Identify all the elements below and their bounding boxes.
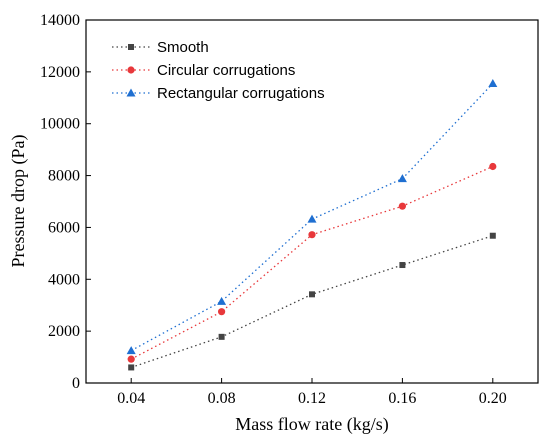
x-tick-label: 0.04 — [117, 390, 145, 407]
data-point — [126, 346, 136, 355]
y-tick-label: 4000 — [48, 271, 80, 288]
x-tick-label: 0.16 — [388, 390, 416, 407]
x-tick-label: 0.12 — [298, 390, 326, 407]
legend-marker — [126, 88, 136, 97]
series-square — [128, 232, 496, 371]
data-point — [218, 333, 225, 340]
legend: Smooth Circular corrugations Rectangular c… — [112, 39, 325, 102]
legend-label: Smooth — [157, 39, 209, 56]
x-tick-label: 0.20 — [479, 390, 507, 407]
data-point — [217, 296, 227, 305]
data-point — [397, 174, 407, 183]
data-point — [127, 355, 135, 363]
data-point — [309, 291, 315, 298]
data-point — [489, 162, 497, 171]
y-tick-label: 8000 — [48, 168, 80, 185]
data-point — [488, 79, 498, 88]
y-tick-label: 10000 — [40, 116, 80, 133]
series-layer — [126, 79, 498, 371]
series-triangle — [126, 79, 498, 355]
data-point — [399, 262, 406, 269]
data-point — [398, 202, 406, 210]
legend-label: Rectangular corrugations — [157, 85, 325, 102]
data-point — [128, 364, 135, 371]
y-axis-title: Pressure drop (Pa) — [8, 135, 29, 268]
series-line — [130, 235, 494, 369]
y-tick-label: 2000 — [48, 323, 80, 340]
legend-marker — [127, 66, 135, 74]
data-point — [307, 214, 317, 223]
y-tick-label: 12000 — [40, 64, 80, 81]
data-point — [489, 232, 496, 239]
legend-label: Circular corrugations — [157, 62, 295, 79]
x-tick-label: 0.08 — [208, 390, 236, 407]
series-line — [130, 165, 494, 360]
y-tick-label: 6000 — [48, 219, 80, 236]
legend-marker — [128, 44, 134, 50]
series-circle — [127, 162, 497, 363]
y-tick-label: 14000 — [40, 12, 80, 29]
x-axis-title: Mass flow rate (kg/s) — [235, 414, 388, 435]
data-point — [218, 308, 226, 316]
y-tick-label: 0 — [72, 375, 80, 392]
axis-ticks: 0.04 0.08 0.12 0.16 0.20 0 2000 4000 6000 8000 100… — [40, 12, 507, 407]
plot-frame — [85, 19, 539, 384]
data-point — [308, 231, 316, 239]
